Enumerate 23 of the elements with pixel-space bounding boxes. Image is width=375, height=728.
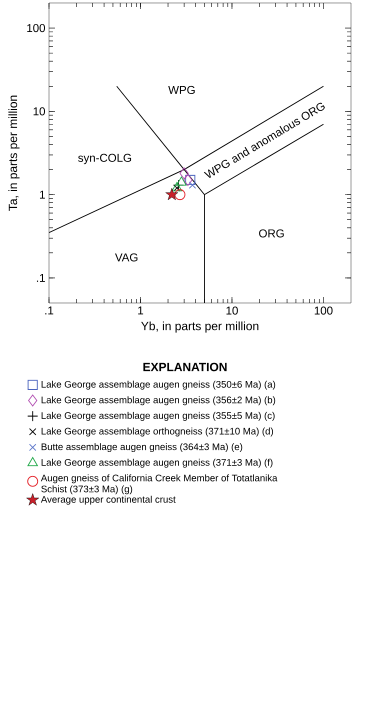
x-axis-title: Yb, in parts per million (141, 321, 258, 333)
legend-title: EXPLANATION (143, 362, 227, 372)
legend-label: Average upper continental crust (40, 496, 176, 505)
annotation: syn-COLG (78, 154, 132, 164)
legend-label: Lake George assemblage augen gneiss (350±6 Ma) (a) (42, 380, 276, 390)
x-tick-label: .1 (45, 306, 54, 314)
y-tick-label: 100 (27, 24, 46, 32)
x-tick-label: 10 (226, 306, 238, 315)
y-axis-title: Ta, in parts per million (8, 96, 20, 211)
y-tick-label: 1 (40, 190, 45, 199)
legend-label: Lake George assemblage orthogneiss (371±10 Ma) (d) (42, 428, 274, 436)
y-tick-label: 10 (34, 107, 46, 116)
annotation: ORG (259, 229, 284, 238)
legend-label: Lake George assemblage augen gneiss (355±5 Ma) (c) (42, 412, 275, 421)
legend-label: Butte assemblage augen gneiss (364±3 Ma) (e) (42, 443, 242, 452)
legend-label: Augen gneiss of California Creek Member of Totatlanika Schist (373±3 Ma) (g) (40, 474, 278, 494)
x-tick-label: 100 (314, 306, 333, 315)
annotation: WPG (168, 86, 195, 94)
legend-label: Lake George assemblage augen gneiss (356±2 Ma) (b) (42, 396, 276, 406)
legend-label: Lake George assemblage augen gneiss (371±3 Ma) (f) (42, 458, 272, 468)
annotation: VAG (114, 253, 138, 262)
x-tick-label: 1 (138, 306, 144, 314)
y-tick-label: .1 (36, 274, 45, 282)
